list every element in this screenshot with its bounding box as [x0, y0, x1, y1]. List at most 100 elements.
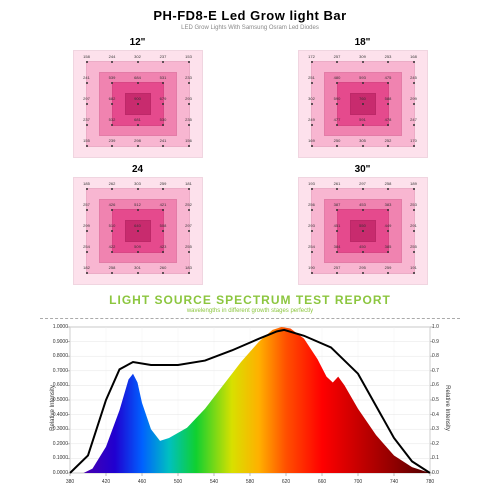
heatmap-value: 305 — [359, 139, 366, 143]
heatmap-value: 249 — [308, 118, 315, 122]
heatmap-value: 170 — [410, 139, 417, 143]
heatmap-panel: 12"1582443022371532415396845312332976829… — [63, 37, 213, 158]
heatmap-value: 261 — [334, 182, 341, 186]
heatmap-value: 237 — [83, 118, 90, 122]
x-tick: 500 — [174, 479, 182, 485]
heatmap-box: 1932612972581892563874533832532934515504… — [298, 177, 428, 285]
heatmap-value: 426 — [109, 203, 116, 207]
y-tick: 0.5 — [432, 397, 439, 403]
heatmap-value: 237 — [160, 55, 167, 59]
x-tick: 780 — [426, 479, 434, 485]
heatmap-value: 255 — [410, 245, 417, 249]
heatmap-value: 253 — [385, 55, 392, 59]
y-tick: 0.2 — [432, 441, 439, 447]
heatmap-value: 156 — [185, 139, 192, 143]
heatmap-label: 24 — [63, 164, 213, 175]
heatmap-value: 384 — [334, 245, 341, 249]
heatmap-value: 510 — [109, 224, 116, 228]
heatmap-value: 182 — [83, 266, 90, 270]
x-tick: 620 — [282, 479, 290, 485]
y-tick: 0.1000 — [53, 455, 68, 461]
y-tick: 0.4 — [432, 412, 439, 418]
heatmap-box: 1852623032591812574265124212522995106405… — [73, 177, 203, 285]
heatmap-value: 682 — [109, 97, 116, 101]
y-ticks-right: 0.00.10.20.30.40.50.60.70.80.91.0 — [430, 323, 460, 473]
heatmap-value: 449 — [385, 224, 392, 228]
heatmap-value: 309 — [359, 55, 366, 59]
heatmap-value: 254 — [83, 245, 90, 249]
heatmap-value: 509 — [134, 245, 141, 249]
heatmap-value: 193 — [308, 182, 315, 186]
heatmap-value: 299 — [83, 224, 90, 228]
heatmap-value: 531 — [160, 76, 167, 80]
heatmap-value: 168 — [410, 55, 417, 59]
spectrum-subtitle: wavelengths in different growth stages p… — [40, 308, 460, 314]
heatmap-value: 257 — [334, 266, 341, 270]
heatmap-value: 508 — [160, 224, 167, 228]
x-tick: 460 — [138, 479, 146, 485]
y-tick: 0.9 — [432, 339, 439, 345]
heatmap-value: 258 — [109, 266, 116, 270]
heatmap-value: 550 — [359, 224, 366, 228]
heatmap-value: 191 — [410, 266, 417, 270]
heatmap-value: 423 — [160, 245, 167, 249]
heatmap-value: 239 — [109, 139, 116, 143]
main-title: PH-FD8-E Led Grow light Bar — [40, 8, 460, 23]
heatmap-value: 760 — [359, 97, 366, 101]
heatmap-value: 255 — [185, 245, 192, 249]
spectrum-chart: Relative Intensity Relative Intensity 0.… — [40, 323, 460, 493]
heatmap-value: 421 — [160, 203, 167, 207]
x-tick: 540 — [210, 479, 218, 485]
heatmap-value: 299 — [410, 97, 417, 101]
heatmap-panel: 18"1722573092531682514805934752453025907… — [288, 37, 438, 158]
heatmap-value: 591 — [359, 118, 366, 122]
y-tick: 0.9000 — [53, 339, 68, 345]
heatmap-value: 233 — [185, 76, 192, 80]
heatmap-value: 301 — [134, 266, 141, 270]
heatmap-box: 1722573092531682514805934752453025907605… — [298, 50, 428, 158]
heatmap-value: 450 — [359, 245, 366, 249]
heatmap-value: 303 — [134, 182, 141, 186]
heatmap-value: 422 — [109, 245, 116, 249]
heatmap-value: 293 — [185, 97, 192, 101]
heatmap-value: 679 — [160, 97, 167, 101]
heatmap-value: 183 — [185, 266, 192, 270]
heatmap-value: 512 — [134, 203, 141, 207]
y-tick: 0.4000 — [53, 412, 68, 418]
y-tick: 0.8000 — [53, 353, 68, 359]
heatmap-value: 189 — [410, 182, 417, 186]
heatmap-value: 259 — [385, 266, 392, 270]
heatmap-value: 252 — [185, 203, 192, 207]
heatmap-value: 253 — [410, 203, 417, 207]
y-tick: 0.6 — [432, 382, 439, 388]
heatmap-value: 297 — [359, 182, 366, 186]
spectrum-title: LIGHT SOURCE SPECTRUM TEST REPORT — [40, 293, 460, 307]
heatmap-value: 453 — [359, 203, 366, 207]
heatmap-value: 480 — [334, 76, 341, 80]
heatmap-value: 262 — [109, 182, 116, 186]
heatmap-value: 478 — [385, 118, 392, 122]
heatmap-value: 387 — [334, 203, 341, 207]
y-tick: 0.0000 — [53, 470, 68, 476]
heatmap-value: 172 — [308, 55, 315, 59]
heatmap-value: 475 — [385, 76, 392, 80]
heatmap-value: 247 — [410, 118, 417, 122]
heatmap-value: 155 — [83, 139, 90, 143]
y-tick: 0.7000 — [53, 368, 68, 374]
heatmap-value: 297 — [83, 97, 90, 101]
heatmap-value: 244 — [109, 55, 116, 59]
main-subtitle: LED Grow Lights With Samsung Osram Led D… — [40, 25, 460, 31]
heatmap-value: 532 — [109, 118, 116, 122]
heatmap-label: 18" — [288, 37, 438, 48]
heatmap-box: 1582443022371532415396845312332976829006… — [73, 50, 203, 158]
heatmap-value: 530 — [160, 118, 167, 122]
x-tick: 420 — [102, 479, 110, 485]
heatmap-value: 251 — [308, 76, 315, 80]
heatmap-value: 293 — [308, 224, 315, 228]
heatmap-value: 681 — [134, 118, 141, 122]
heatmap-label: 12" — [63, 37, 213, 48]
y-tick: 0.8 — [432, 353, 439, 359]
spectrum-svg — [40, 323, 460, 493]
page-root: PH-FD8-E Led Grow light Bar LED Grow Lig… — [0, 0, 500, 500]
y-tick: 0.6000 — [53, 382, 68, 388]
